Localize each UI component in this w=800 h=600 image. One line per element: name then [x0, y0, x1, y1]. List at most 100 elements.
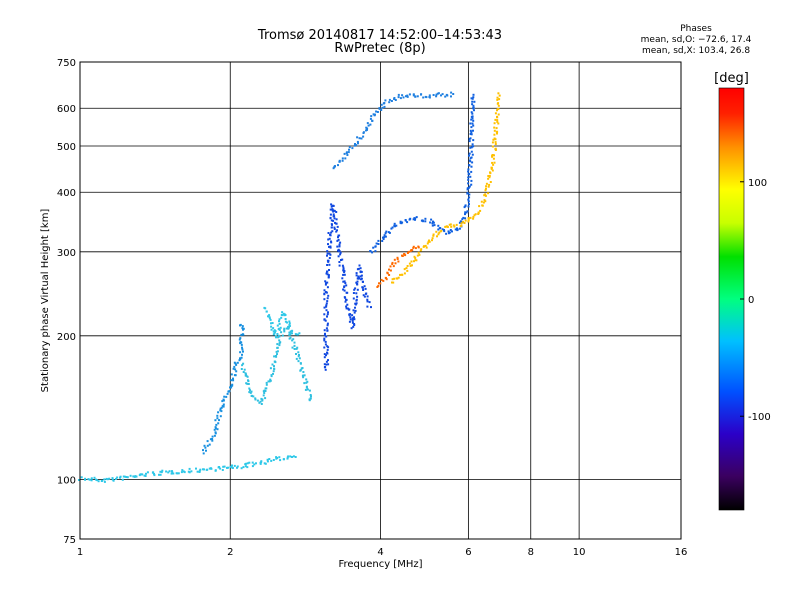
data-point — [139, 473, 142, 476]
data-point — [101, 479, 104, 482]
data-point — [493, 129, 496, 132]
data-point — [84, 478, 87, 481]
data-point — [465, 211, 468, 214]
data-point — [350, 327, 353, 330]
data-point — [380, 109, 383, 111]
data-point — [219, 409, 222, 412]
data-point — [488, 183, 491, 186]
data-point — [496, 119, 499, 122]
data-point — [239, 351, 242, 354]
data-point — [251, 394, 253, 397]
data-point — [230, 466, 233, 469]
data-point — [348, 314, 351, 317]
data-point — [360, 277, 363, 280]
data-point — [332, 213, 335, 216]
data-point — [330, 226, 333, 229]
data-point — [469, 133, 472, 135]
data-point — [216, 417, 219, 420]
data-point — [352, 297, 355, 300]
data-point — [295, 353, 297, 355]
data-point — [211, 435, 214, 438]
data-point — [249, 391, 252, 394]
data-point — [259, 400, 262, 403]
data-point — [324, 283, 327, 286]
data-point — [369, 123, 372, 126]
data-point — [286, 457, 289, 460]
data-point — [477, 211, 480, 214]
data-point — [352, 325, 355, 328]
data-point — [276, 324, 279, 327]
data-point — [458, 227, 461, 230]
data-point — [491, 161, 494, 164]
data-point — [484, 193, 487, 196]
data-point — [498, 94, 501, 97]
data-point — [202, 452, 205, 455]
data-point — [337, 236, 339, 239]
data-point — [471, 100, 474, 103]
data-point — [153, 472, 155, 475]
data-point — [232, 379, 235, 382]
data-point — [468, 140, 471, 143]
data-point — [420, 93, 422, 96]
data-point — [323, 298, 326, 301]
data-point — [468, 152, 471, 155]
data-point — [432, 233, 435, 236]
data-point — [483, 199, 486, 202]
x-tick-label: 8 — [528, 547, 534, 558]
data-point — [209, 438, 212, 441]
data-point — [472, 107, 474, 110]
data-point — [274, 330, 277, 332]
data-point — [450, 225, 453, 228]
data-point — [489, 171, 491, 174]
trace-cyan-blob-2-4 — [263, 306, 301, 339]
data-point — [343, 289, 346, 292]
data-point — [365, 126, 368, 129]
data-point — [240, 333, 243, 336]
data-point — [470, 131, 473, 134]
phase-colorbar: [deg] 100 0 -100 — [714, 71, 771, 511]
data-point — [409, 264, 412, 267]
data-point — [470, 118, 473, 121]
data-point — [339, 251, 342, 254]
data-point — [326, 297, 329, 300]
data-point — [254, 397, 257, 400]
data-point — [160, 471, 163, 474]
data-point — [326, 270, 329, 273]
data-point — [329, 213, 332, 216]
data-point — [279, 459, 282, 462]
data-point — [391, 278, 394, 281]
data-point — [358, 137, 361, 140]
data-point — [93, 476, 96, 479]
data-point — [444, 95, 447, 98]
data-point — [345, 305, 348, 308]
data-point — [282, 312, 285, 315]
data-point — [330, 205, 333, 208]
data-point — [445, 232, 448, 235]
data-point — [488, 174, 491, 177]
data-point — [470, 165, 473, 168]
x-tick-label: 4 — [377, 547, 383, 558]
data-point — [414, 95, 417, 98]
y-tick-label: 600 — [57, 104, 76, 115]
x-tick-label: 16 — [675, 547, 688, 558]
data-point — [239, 358, 242, 361]
grid-lines — [80, 62, 681, 539]
data-point — [302, 376, 305, 379]
data-point — [202, 449, 204, 452]
trace-spread-f-upper — [332, 91, 455, 170]
data-point — [468, 193, 471, 196]
data-point — [270, 322, 272, 325]
data-point — [265, 383, 268, 386]
data-point — [393, 224, 396, 227]
data-point — [221, 469, 224, 471]
data-point — [397, 276, 400, 279]
data-point — [480, 200, 483, 203]
data-point — [277, 334, 280, 337]
data-point — [432, 94, 435, 96]
data-point — [407, 250, 410, 253]
data-point — [165, 470, 168, 473]
data-point — [347, 151, 350, 154]
data-point — [413, 255, 416, 258]
data-point — [388, 268, 390, 271]
data-point — [250, 390, 253, 393]
